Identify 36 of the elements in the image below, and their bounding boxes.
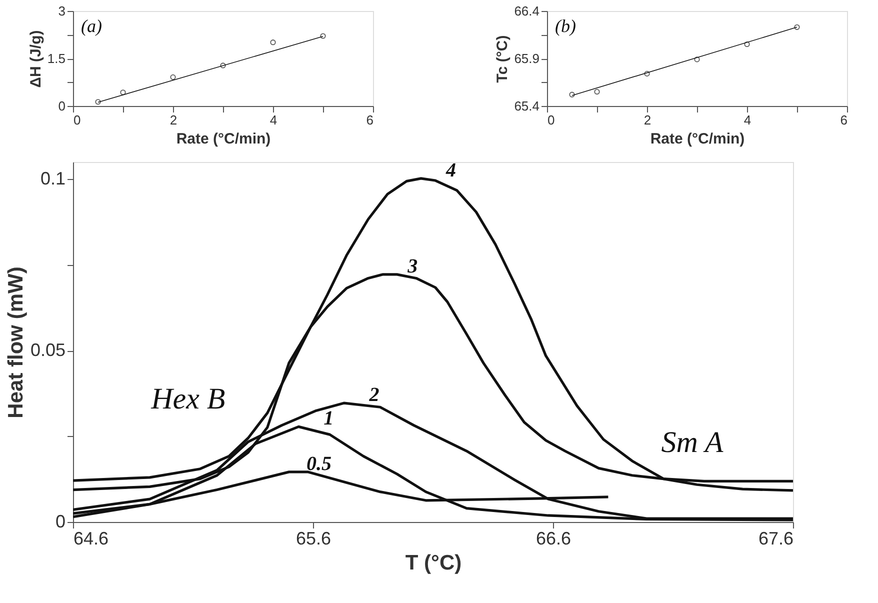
annotation: Hex B (150, 382, 226, 416)
x-tick-label: 65.6 (296, 528, 332, 548)
annotation: (a) (81, 16, 102, 36)
series-label: 2 (368, 384, 380, 406)
y-tick-label: 0.1 (40, 168, 66, 189)
y-tick-label: 65.4 (514, 98, 540, 114)
series-label: 0.5 (306, 452, 332, 475)
y-axis-title: Heat flow (mW) (4, 266, 28, 418)
y-tick-label: 0 (55, 512, 66, 532)
y-axis-title: Tc (°C) (494, 35, 512, 83)
x-tick-label: 4 (744, 112, 752, 128)
x-tick-label: 0 (548, 112, 555, 128)
series-label: 1 (324, 408, 334, 430)
x-tick-label: 66.6 (536, 528, 572, 548)
y-tick-label: 65.9 (514, 51, 540, 66)
series-label: 4 (445, 159, 456, 182)
series-label: 3 (406, 255, 418, 278)
x-tick-label: 2 (644, 112, 652, 128)
x-tick-label: 2 (170, 112, 178, 128)
y-tick-label: 1.5 (47, 51, 66, 66)
annotation: Sm A (661, 426, 724, 459)
y-tick-label: 0 (58, 98, 66, 114)
x-tick-label: 0 (74, 112, 81, 128)
x-tick-label: 6 (366, 112, 374, 128)
x-tick-label: 67.6 (758, 528, 794, 548)
x-axis-title: Rate (°C/min) (176, 130, 271, 148)
y-axis-title: ΔH (J/g) (27, 30, 44, 88)
x-tick-label: 6 (840, 112, 848, 128)
x-axis-title: T (°C) (405, 552, 462, 574)
x-axis-title: Rate (°C/min) (650, 130, 745, 148)
x-tick-label: 64.6 (74, 528, 109, 548)
y-tick-label: 66.4 (514, 4, 540, 18)
annotation: (b) (555, 16, 576, 36)
y-tick-label: 0.05 (30, 340, 66, 360)
y-tick-label: 3 (58, 4, 66, 18)
x-tick-label: 4 (270, 112, 278, 128)
